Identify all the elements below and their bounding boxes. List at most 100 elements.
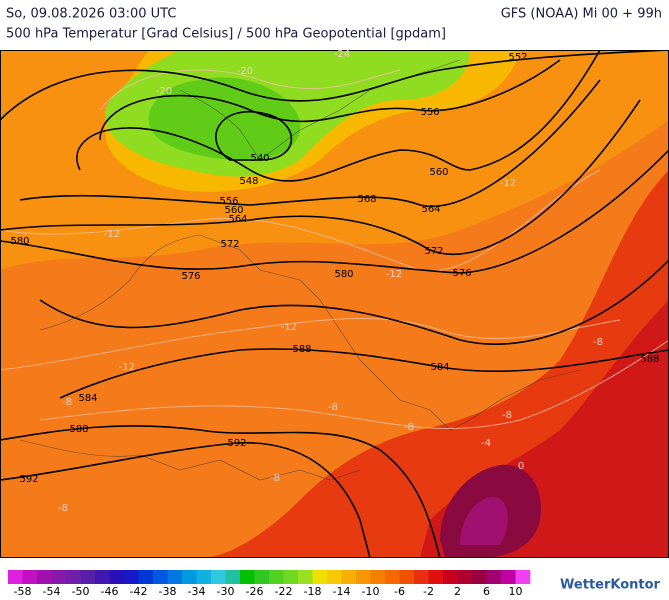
geopotential-line xyxy=(0,425,441,558)
colorbar-swatch xyxy=(414,570,429,584)
contour-label: 580 xyxy=(10,236,29,247)
contour-label: 560 xyxy=(429,167,448,178)
contour-label: 556 xyxy=(219,196,238,207)
colorbar-swatch xyxy=(385,570,400,584)
isotherm xyxy=(99,69,401,111)
isotherm-label: -8 xyxy=(270,473,280,484)
logo: WetterKontor xyxy=(560,578,661,593)
contour-label: 580 xyxy=(334,269,353,280)
contour-label: 564 xyxy=(421,204,440,215)
contour-label: 584 xyxy=(78,393,97,404)
contour-label: 560 xyxy=(224,205,243,216)
colorbar-tick-label: -30 xyxy=(217,585,235,598)
colorbar-tick-label: -46 xyxy=(101,585,119,598)
isotherm-label: -12 xyxy=(119,362,135,373)
colorbar-tick-label: -34 xyxy=(188,585,206,598)
geopotential-line xyxy=(0,149,669,274)
colorbar-swatch xyxy=(472,570,487,584)
contour-label: 576 xyxy=(181,271,200,282)
isotherm-label: -24 xyxy=(334,49,350,60)
isotherm-label: -8 xyxy=(404,422,414,433)
isotherm-label: -8 xyxy=(328,402,338,413)
contour-label: 572 xyxy=(220,239,239,250)
contour-label: 576 xyxy=(452,268,471,279)
contour-label: 548 xyxy=(239,176,258,187)
geopotential-line xyxy=(59,348,669,399)
contour-label: 568 xyxy=(357,194,376,205)
colorbar-swatch xyxy=(356,570,371,584)
colorbar-tick-label: -54 xyxy=(43,585,61,598)
colorbar-swatch xyxy=(138,570,154,584)
colorbar-swatch xyxy=(341,570,357,584)
contour-label: 564 xyxy=(228,214,247,225)
geopotential-line xyxy=(39,259,669,345)
colorbar-swatch xyxy=(211,570,226,584)
contour-label: 556 xyxy=(420,107,439,118)
colorbar-swatch xyxy=(457,570,473,584)
colorbar-swatch xyxy=(399,570,415,584)
geopotential-line xyxy=(99,59,561,141)
header-subtitle: 500 hPa Temperatur [Grad Celsius] / 500 … xyxy=(6,27,446,42)
colorbar-tick-label: -38 xyxy=(159,585,177,598)
colorbar-tick-label: -14 xyxy=(333,585,351,598)
contour-label: 592 xyxy=(19,474,38,485)
colorbar-tick-label: -18 xyxy=(304,585,322,598)
colorbar-swatch xyxy=(283,570,299,584)
colorbar-tick-label: -42 xyxy=(130,585,148,598)
contour-label: 584 xyxy=(430,362,449,373)
colorbar-tick-label: 10 xyxy=(509,585,523,598)
contour-label: 588 xyxy=(292,344,311,355)
colorbar-tick-label: 2 xyxy=(454,585,461,598)
colorbar-tick-label: -2 xyxy=(423,585,434,598)
colorbar-tick-label: -10 xyxy=(362,585,380,598)
colorbar-swatch xyxy=(8,570,23,584)
contour-label: 588 xyxy=(69,424,88,435)
colorbar-tick-label: 6 xyxy=(483,585,490,598)
isotherm xyxy=(0,169,601,272)
colorbar-swatch xyxy=(95,570,110,584)
colorbar-swatch xyxy=(182,570,197,584)
colorbar-swatch xyxy=(51,570,67,584)
colorbar-tick-label: -22 xyxy=(275,585,293,598)
isotherm-label: -8 xyxy=(593,337,603,348)
colorbar-swatch xyxy=(370,570,386,584)
isotherm-label: -20 xyxy=(237,66,253,77)
isotherm xyxy=(39,339,669,430)
colorbar-swatch xyxy=(66,570,81,584)
colorbar-tick-label: -50 xyxy=(72,585,90,598)
isotherm-label: -12 xyxy=(281,322,297,333)
colorbar-tick-label: -58 xyxy=(14,585,32,598)
contour-label: 552 xyxy=(508,52,527,63)
colorbar-swatch xyxy=(22,570,38,584)
colorbar-swatch xyxy=(225,570,241,584)
contour-label: 572 xyxy=(424,246,443,257)
colorbar-swatch xyxy=(124,570,139,584)
geopotential-line xyxy=(0,442,371,558)
header-datetime: So, 09.08.2026 03:00 UTC xyxy=(6,7,176,22)
colorbar-swatch xyxy=(428,570,444,584)
contour-label: 588 xyxy=(640,354,659,365)
colorbar-swatch xyxy=(327,570,342,584)
colorbar-swatch xyxy=(240,570,255,584)
colorbar-swatch xyxy=(196,570,212,584)
colorbar-swatch xyxy=(167,570,183,584)
isotherm-label: -12 xyxy=(104,229,120,240)
contour-label: 540 xyxy=(250,153,269,164)
isotherm-label: -4 xyxy=(481,438,491,449)
colorbar-swatch xyxy=(153,570,168,584)
colorbar-swatch xyxy=(269,570,284,584)
colorbar-swatch xyxy=(486,570,502,584)
colorbar-tick-label: -26 xyxy=(246,585,264,598)
map xyxy=(0,50,669,558)
colorbar-swatch xyxy=(312,570,328,584)
isotherm-label: -12 xyxy=(500,178,516,189)
contour-label: 592 xyxy=(227,438,246,449)
isotherm-label: 0 xyxy=(518,461,524,472)
geopotential-line xyxy=(0,99,641,255)
coastline xyxy=(39,234,581,431)
geopotential-line xyxy=(0,50,669,121)
peak-zone xyxy=(460,496,508,545)
colorbar-swatch xyxy=(501,570,516,584)
colorbar-swatch xyxy=(515,570,531,584)
